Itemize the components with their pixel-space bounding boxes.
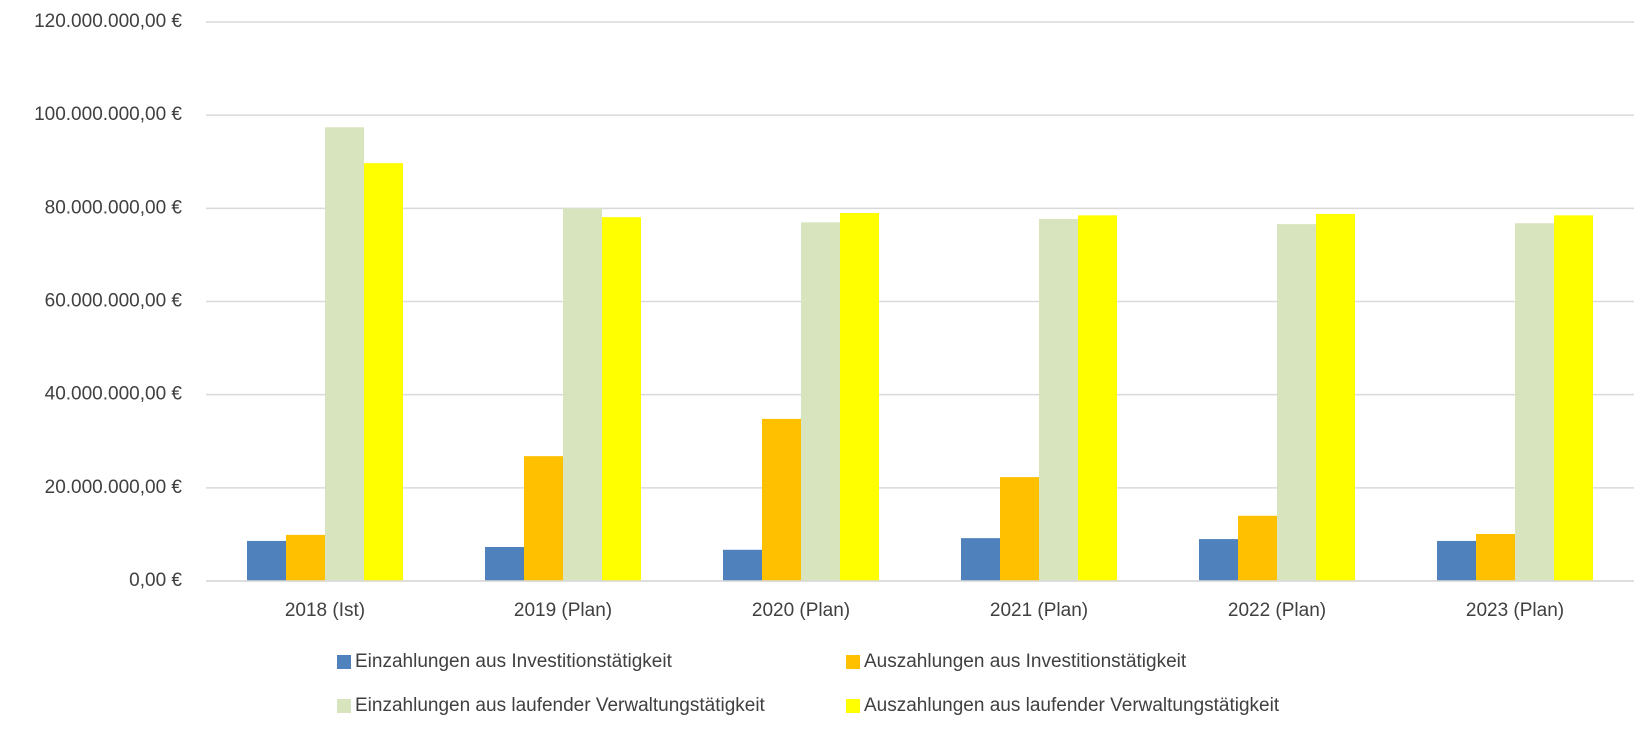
y-tick-label: 120.000.000,00 € [34, 11, 182, 32]
y-tick-label: 60.000.000,00 € [45, 291, 183, 312]
bar [1238, 515, 1277, 581]
legend-swatch [846, 655, 860, 669]
bar [602, 217, 641, 581]
bar [247, 540, 286, 581]
legend-swatch [337, 655, 351, 669]
bar [1277, 224, 1316, 581]
y-tick-label: 80.000.000,00 € [45, 197, 183, 218]
x-tick-label: 2022 (Plan) [1228, 600, 1326, 621]
bar [524, 456, 563, 581]
bar [1078, 215, 1117, 581]
x-tick-label: 2023 (Plan) [1466, 600, 1564, 621]
y-tick-label: 100.000.000,00 € [34, 104, 182, 125]
y-tick-label: 40.000.000,00 € [45, 384, 183, 405]
bar [1316, 213, 1355, 581]
bar [485, 546, 524, 581]
bar [1437, 540, 1476, 581]
bar [1554, 215, 1593, 581]
bar [762, 418, 801, 581]
legend-label: Einzahlungen aus laufender Verwaltungstä… [355, 695, 766, 716]
bar [1476, 533, 1515, 581]
x-tick-label: 2020 (Plan) [752, 600, 850, 621]
legend-label: Einzahlungen aus Investitionstätigkeit [355, 651, 673, 672]
bar [1199, 539, 1238, 581]
bar [801, 222, 840, 581]
bar [325, 127, 364, 582]
bar [286, 534, 325, 581]
x-tick-label: 2018 (Ist) [285, 600, 365, 621]
legend-label: Auszahlungen aus Investitionstätigkeit [864, 651, 1187, 672]
bar [1039, 219, 1078, 582]
x-tick-label: 2019 (Plan) [514, 600, 612, 621]
bar [563, 208, 602, 582]
x-tick-label: 2021 (Plan) [990, 600, 1088, 621]
legend-swatch [337, 699, 351, 713]
bar [723, 549, 762, 581]
legend-label: Auszahlungen aus laufender Verwaltungstä… [864, 695, 1280, 716]
bar [1515, 223, 1554, 582]
y-tick-label: 20.000.000,00 € [45, 477, 183, 498]
bar [364, 163, 403, 581]
legend-swatch [846, 699, 860, 713]
bar [840, 212, 879, 581]
bar [961, 538, 1000, 581]
bar [1000, 477, 1039, 581]
y-tick-label: 0,00 € [129, 570, 182, 591]
